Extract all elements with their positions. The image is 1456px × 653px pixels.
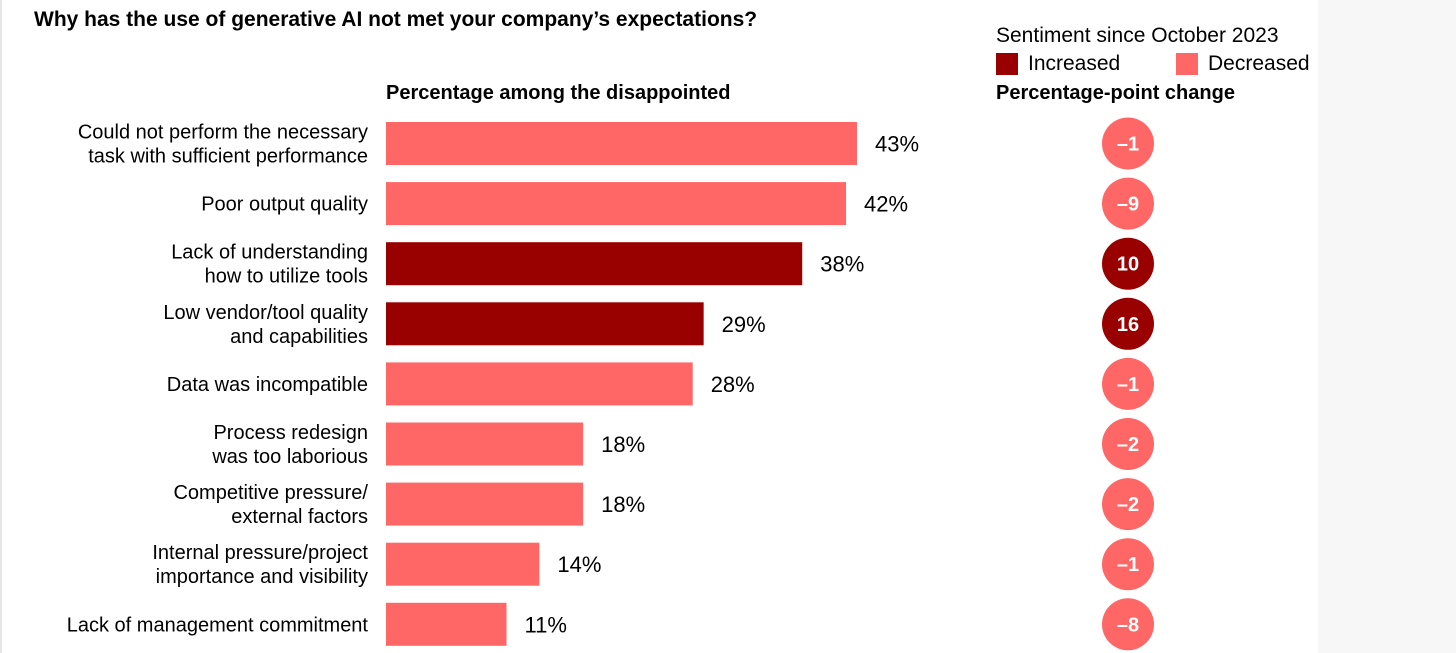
legend-item-increased: Increased <box>996 52 1120 76</box>
category-label: Poor output quality <box>201 194 368 216</box>
bar-value-label: 18% <box>601 492 645 517</box>
category-label: Lack of management commitment <box>67 614 369 636</box>
bar-value-label: 43% <box>875 132 919 157</box>
category-label: Low vendor/tool quality and capabilities <box>163 302 368 348</box>
bar <box>386 482 584 526</box>
change-circle <box>1102 297 1154 350</box>
change-circle <box>1102 478 1154 531</box>
change-label: –1 <box>1117 134 1139 156</box>
background-panel <box>1318 0 1456 653</box>
legend-swatch-increased <box>996 53 1018 75</box>
change-circle <box>1102 357 1154 410</box>
chart-title: Why has the use of generative AI not met… <box>34 8 758 31</box>
change-label: –8 <box>1117 614 1139 636</box>
change-label: 16 <box>1117 314 1139 336</box>
change-section-header: Percentage-point change <box>996 82 1235 104</box>
bar <box>386 602 507 646</box>
frame-left-edge <box>0 0 2 653</box>
change-circle <box>1102 418 1154 470</box>
bar-value-label: 14% <box>557 552 601 577</box>
legend-label-increased: Increased <box>1028 52 1121 75</box>
bar <box>386 302 704 346</box>
legend-title: Sentiment since October 2023 <box>996 24 1279 47</box>
bar <box>386 542 540 586</box>
change-circle <box>1102 598 1154 651</box>
category-label: Internal pressure/project importance and … <box>152 542 368 588</box>
change-label: –1 <box>1117 374 1139 396</box>
category-label: Lack of understanding how to utilize tool… <box>171 242 368 288</box>
bar-value-label: 18% <box>601 432 645 457</box>
bar-value-label: 42% <box>864 192 908 217</box>
bar <box>386 422 584 466</box>
bar-value-label: 28% <box>711 372 755 397</box>
bar <box>386 122 857 165</box>
bar <box>386 242 803 286</box>
change-circle <box>1102 237 1154 290</box>
change-circle <box>1102 117 1154 170</box>
category-label: Could not perform the necessary task with… <box>78 122 368 168</box>
legend-swatch-decreased <box>1176 53 1198 75</box>
bar-value-label: 29% <box>722 312 766 337</box>
category-label: Data was incompatible <box>167 374 368 396</box>
bar <box>386 182 847 226</box>
bar-section-header: Percentage among the disappointed <box>386 82 731 104</box>
legend-label-decreased: Decreased <box>1208 52 1310 75</box>
change-label: –2 <box>1117 494 1139 516</box>
category-label: Process redesign was too laborious <box>211 422 368 468</box>
bar-value-label: 38% <box>820 252 864 277</box>
change-label: –2 <box>1117 434 1139 456</box>
change-label: 10 <box>1117 254 1139 276</box>
legend-item-decreased: Decreased <box>1176 52 1310 76</box>
change-circle <box>1102 177 1154 230</box>
change-circle <box>1102 538 1154 591</box>
bar <box>386 362 693 406</box>
change-label: –1 <box>1117 554 1139 576</box>
bar-value-label: 11% <box>524 612 566 637</box>
category-label: Competitive pressure/external factors <box>173 482 368 528</box>
change-label: –9 <box>1117 194 1139 216</box>
